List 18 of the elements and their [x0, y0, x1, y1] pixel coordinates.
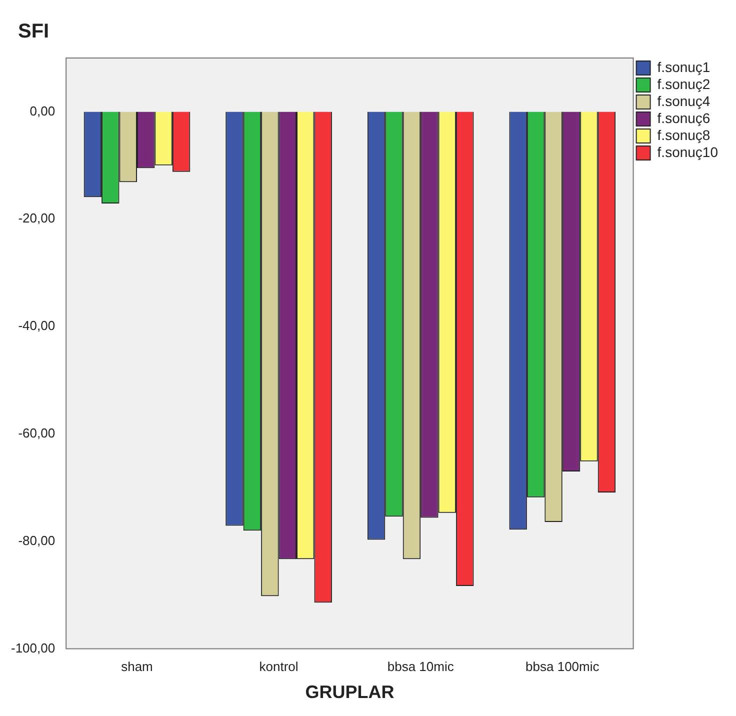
y-tick-label: -80,00 [18, 532, 56, 548]
legend-label: f.sonuç1 [657, 58, 710, 75]
legend-label: f.sonuç4 [657, 92, 710, 109]
y-tick-label: -20,00 [18, 210, 56, 226]
y-axis-title: SFI [18, 20, 50, 43]
x-tick-label: bbsa 10mic [387, 659, 454, 674]
legend-label: f.sonuç10 [657, 144, 718, 160]
x-axis-title: GRUPLAR [305, 682, 394, 702]
legend-label: f.sonuç2 [657, 76, 710, 92]
x-tick-label: bbsa 100mic [526, 659, 600, 674]
y-tick-label: 0,00 [30, 103, 56, 118]
legend-label: f.sonuç8 [657, 126, 710, 143]
x-tick-label: kontrol [259, 659, 298, 674]
y-tick-label: -100,00 [10, 640, 56, 656]
y-tick-label: -40,00 [18, 318, 56, 334]
legend-label: f.sonuç6 [657, 110, 710, 126]
y-tick-label: -60,00 [18, 426, 56, 441]
x-tick-label: sham [121, 659, 153, 674]
